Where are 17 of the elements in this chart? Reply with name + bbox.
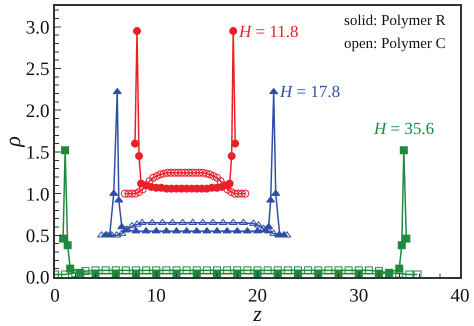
y-tick-label: 1.5 [26,142,50,164]
x-tick-label: 40 [450,286,470,307]
annotation: H = 11.8 [238,22,298,41]
annotation: H = 35.6 [373,119,434,138]
y-tick-label: 0.5 [26,226,50,247]
y-tick-label: 1.0 [26,184,50,206]
y-tick-label: 3.0 [26,18,50,38]
y-axis-title: ρ [0,136,25,148]
y-tick-label: 2.0 [26,100,50,122]
annotation: H = 17.8 [279,82,340,101]
annotation: solid: Polymer R [344,13,446,29]
x-tick-label: 30 [349,286,368,307]
y-tick-label: 0.0 [26,268,50,289]
x-tick-label: 10 [146,286,166,307]
y-tick-label: 2.5 [26,59,50,80]
annotation: open: Polymer C [344,36,446,52]
x-tick-label: 0 [50,286,60,307]
